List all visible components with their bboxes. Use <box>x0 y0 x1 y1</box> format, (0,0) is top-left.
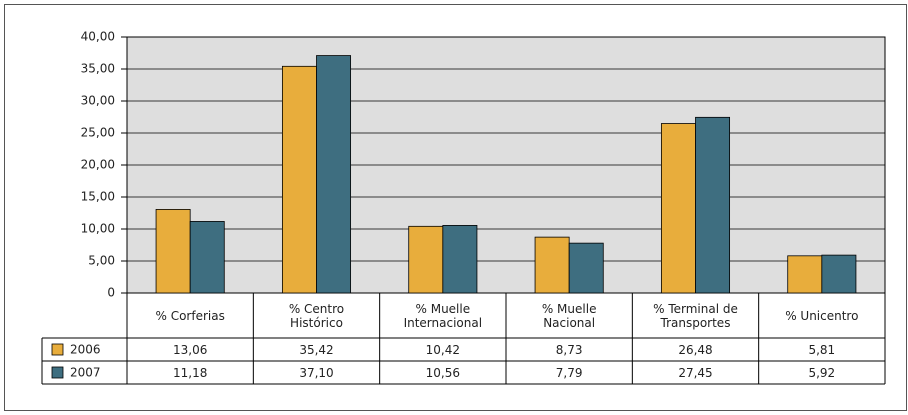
table-value-text: 11,18 <box>172 365 208 380</box>
table-value: 37,10 <box>253 361 379 384</box>
x-tick-label: % Corferias <box>127 293 253 338</box>
x-tick-label: % Unicentro <box>759 293 885 338</box>
table-value-text: 10,56 <box>425 365 460 380</box>
table-value: 5,92 <box>759 361 885 384</box>
legend-label: 2006 <box>70 343 101 357</box>
x-tick-label-text: % Muelle Internacional <box>403 301 483 330</box>
bar <box>189 221 225 294</box>
table-value-text: 37,10 <box>299 365 334 380</box>
table-value: 26,48 <box>632 338 758 361</box>
bar <box>534 236 570 294</box>
bar <box>281 65 317 294</box>
table-value-text: 10,42 <box>425 342 460 357</box>
table-value: 10,42 <box>380 338 506 361</box>
bar <box>660 123 696 294</box>
y-tick-label: 0 <box>107 286 115 300</box>
frame <box>4 4 907 411</box>
x-tick-label-text: % Centro Histórico <box>288 301 345 330</box>
table-value-text: 13,06 <box>172 342 208 357</box>
table-value: 8,73 <box>506 338 632 361</box>
x-tick-label-text: % Corferias <box>155 308 225 323</box>
bar <box>155 209 191 294</box>
table-value-text: 27,45 <box>678 365 713 380</box>
y-tick-label: 35,00 <box>81 62 115 76</box>
x-tick-label: % Muelle Nacional <box>506 293 632 338</box>
bar <box>442 225 478 294</box>
bar <box>568 242 604 294</box>
table-value-text: 26,48 <box>678 342 713 357</box>
x-tick-label: % Centro Histórico <box>253 293 379 338</box>
x-tick-label: % Terminal de Transportes <box>632 293 758 338</box>
legend-label: 2007 <box>70 366 101 380</box>
table-value: 10,56 <box>380 361 506 384</box>
x-tick-label-text: % Muelle Nacional <box>541 301 597 330</box>
y-tick-label: 30,00 <box>81 94 115 108</box>
table-value: 13,06 <box>127 338 253 361</box>
bar <box>695 116 731 294</box>
table-value: 35,42 <box>253 338 379 361</box>
table-value: 7,79 <box>506 361 632 384</box>
table-value: 11,18 <box>127 361 253 384</box>
bar <box>821 254 857 294</box>
table-value-text: 8,73 <box>555 342 583 357</box>
bar <box>787 255 823 294</box>
bar <box>316 55 352 294</box>
y-tick-label: 5,00 <box>88 254 115 268</box>
table-value-text: 35,42 <box>299 342 334 357</box>
x-tick-label: % Muelle Internacional <box>380 293 506 338</box>
table-value-text: 5,92 <box>808 365 836 380</box>
y-tick-label: 15,00 <box>81 190 115 204</box>
y-tick-label: 25,00 <box>81 126 115 140</box>
table-value: 27,45 <box>632 361 758 384</box>
table-value: 5,81 <box>759 338 885 361</box>
legend-swatch <box>51 343 64 356</box>
legend-swatch <box>51 366 64 379</box>
x-tick-label-text: % Terminal de Transportes <box>653 301 738 330</box>
table-value-text: 5,81 <box>808 342 836 357</box>
x-tick-label-text: % Unicentro <box>785 308 859 323</box>
y-tick-label: 40,00 <box>81 30 115 44</box>
y-tick-label: 20,00 <box>81 158 115 172</box>
y-tick-label: 10,00 <box>81 222 115 236</box>
table-value-text: 7,79 <box>555 365 583 380</box>
bar <box>408 225 444 294</box>
